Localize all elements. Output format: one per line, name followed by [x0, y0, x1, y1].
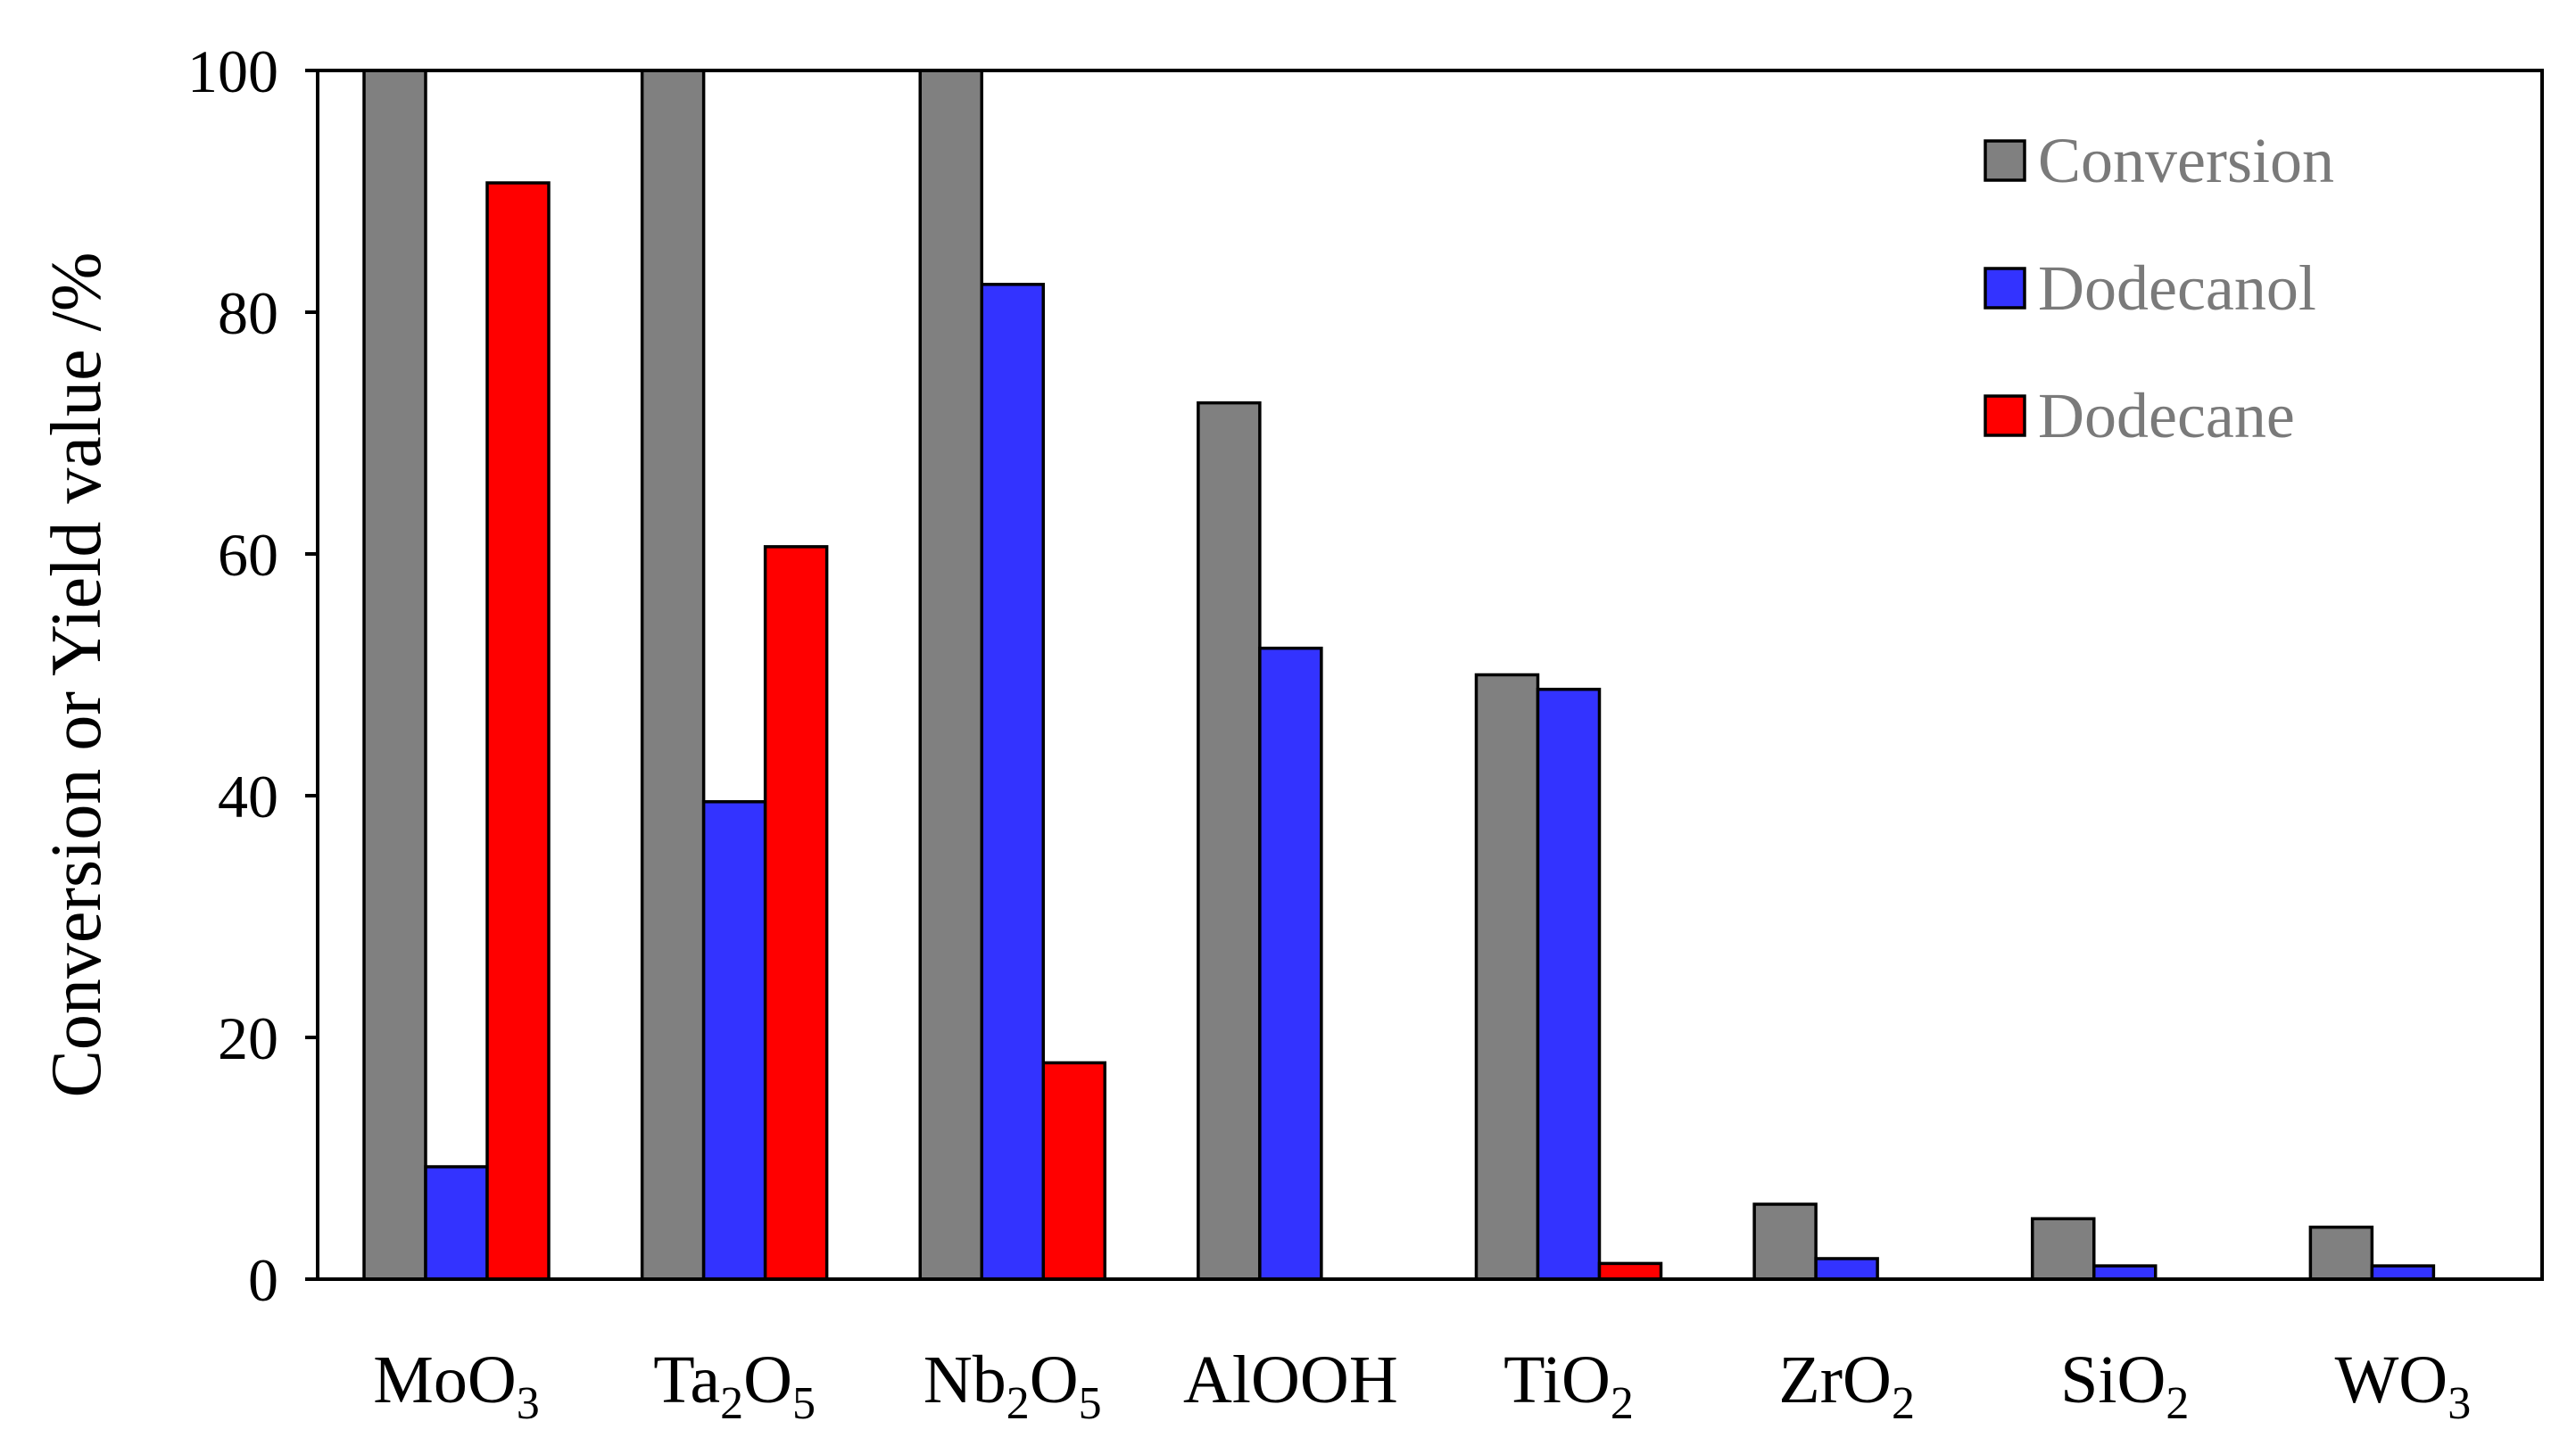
- bar-dodecanol-1: [701, 800, 767, 1281]
- bar-dodecanol-3: [1258, 646, 1323, 1281]
- x-axis-categories: MoO3 Ta2O5 Nb2O5 AlOOH TiO2 ZrO2 SiO2 WO3: [373, 1342, 2471, 1429]
- bar-dodecanol-4: [1536, 688, 1602, 1281]
- bar-dodecanol-2: [980, 283, 1045, 1281]
- x-category-label: ZrO2: [1778, 1342, 1915, 1429]
- y-tick-label: 40: [218, 763, 278, 830]
- bar-dodecanol-5: [1814, 1257, 1879, 1281]
- bar-dodecane-1: [763, 545, 829, 1281]
- bar-conversion-7: [2308, 1225, 2374, 1281]
- bar-dodecanol-0: [424, 1165, 489, 1281]
- bar-dodecane-2: [1041, 1061, 1106, 1281]
- bar-conversion-0: [362, 69, 427, 1281]
- y-tick-label: 100: [187, 37, 278, 105]
- y-axis-ticks: 0 20 40 60 80 100: [187, 37, 318, 1314]
- plot-area-frame: [316, 69, 2544, 1281]
- legend-swatch-dodecane: [1984, 394, 2026, 437]
- legend-swatch-conversion: [1984, 139, 2026, 182]
- bar-conversion-1: [640, 69, 706, 1281]
- legend-label-dodecanol: Dodecanol: [2038, 252, 2316, 324]
- y-tick-label: 0: [248, 1246, 278, 1314]
- bar-conversion-2: [918, 69, 983, 1281]
- y-tick-label: 60: [218, 521, 278, 589]
- x-category-label: Nb2O5: [924, 1342, 1102, 1429]
- bar-dodecanol-6: [2092, 1264, 2158, 1281]
- bar-conversion-4: [1474, 673, 1540, 1281]
- bar-conversion-6: [2031, 1217, 2096, 1281]
- bar-conversion-3: [1197, 401, 1262, 1281]
- y-tick-label: 20: [218, 1004, 278, 1072]
- bar-conversion-5: [1752, 1202, 1818, 1281]
- y-axis-label: Conversion or Yield value /%: [37, 252, 116, 1098]
- x-category-label: SiO2: [2060, 1342, 2189, 1429]
- legend-swatch-dodecanol: [1984, 267, 2026, 310]
- y-tick-label: 80: [218, 279, 278, 347]
- x-category-label: MoO3: [373, 1342, 539, 1429]
- bar-dodecane-4: [1597, 1261, 1663, 1281]
- legend-label-conversion: Conversion: [2038, 125, 2334, 196]
- x-category-label: TiO2: [1503, 1342, 1634, 1429]
- legend: Conversion Dodecanol Dodecane: [1984, 125, 2334, 451]
- legend-label-dodecane: Dodecane: [2038, 380, 2295, 451]
- bar-dodecanol-7: [2370, 1264, 2436, 1281]
- bar-dodecane-0: [485, 181, 551, 1281]
- x-category-label: Ta2O5: [653, 1342, 816, 1429]
- x-category-label: WO3: [2335, 1342, 2472, 1429]
- x-category-label: AlOOH: [1183, 1342, 1398, 1417]
